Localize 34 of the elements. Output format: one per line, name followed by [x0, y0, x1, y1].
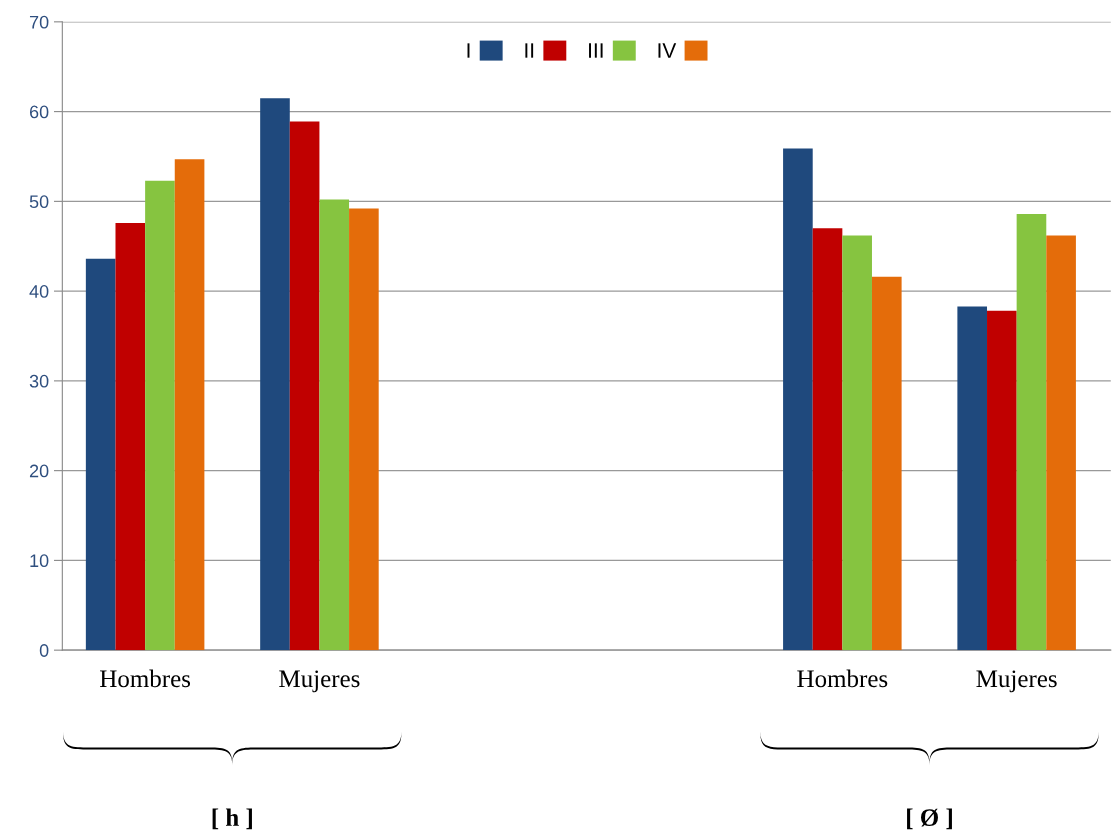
y-tick-label: 10	[30, 554, 49, 568]
bar	[812, 228, 843, 651]
bar	[783, 148, 813, 651]
bar	[174, 159, 205, 651]
bar	[289, 121, 320, 651]
bar	[987, 310, 1017, 651]
y-tick-label: 50	[29, 195, 49, 209]
y-tick-label: 30	[29, 374, 49, 388]
y-tick-label: 70	[29, 15, 49, 29]
bar	[260, 98, 290, 651]
y-tick-label: 0	[39, 644, 49, 657]
bar	[871, 276, 902, 651]
bar	[1046, 235, 1076, 651]
x-tick-label: Hombres	[100, 669, 191, 688]
bar	[145, 180, 175, 651]
y-tick-label: 60	[29, 105, 49, 119]
text: [ h ]	[212, 808, 252, 830]
bar	[115, 222, 146, 651]
text: [ Ø ]	[907, 808, 952, 830]
bar	[1016, 213, 1047, 651]
x-tick-label: Hombres	[797, 669, 888, 688]
legend-label: IV	[658, 43, 677, 58]
bar	[349, 208, 379, 651]
bar	[957, 306, 988, 651]
legend-label: III	[589, 43, 603, 58]
legend-label: II	[525, 43, 534, 58]
bar	[319, 199, 350, 651]
y-tick-label: 40	[29, 285, 49, 298]
legend-label: I	[467, 43, 470, 58]
x-tick-label: Mujeres	[976, 670, 1057, 693]
bar	[85, 258, 116, 651]
x-tick-label: Mujeres	[279, 670, 360, 693]
y-tick-label: 20	[29, 464, 49, 478]
bar	[842, 235, 872, 651]
